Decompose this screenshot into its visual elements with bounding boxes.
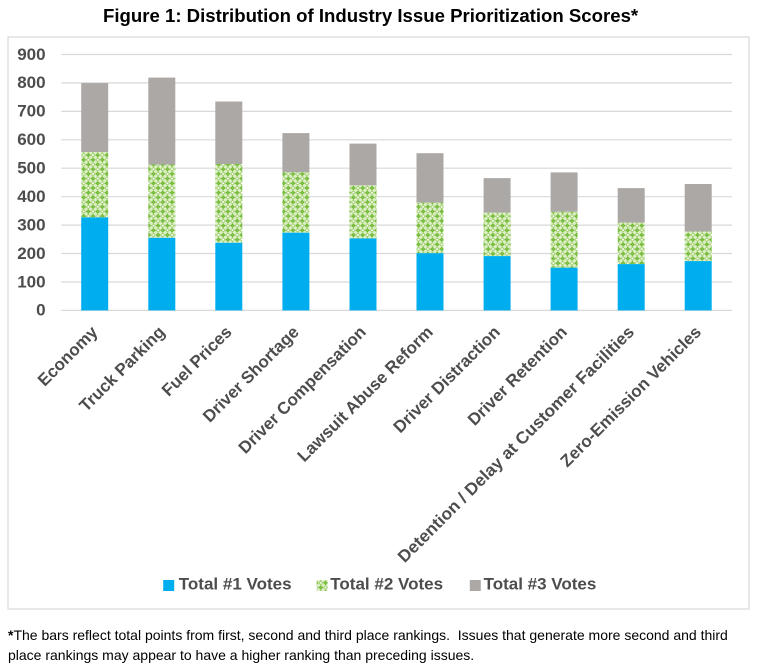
svg-text:Economy: Economy <box>34 322 102 390</box>
svg-text:900: 900 <box>17 45 45 64</box>
svg-text:100: 100 <box>17 272 45 291</box>
svg-text:Total #1 Votes: Total #1 Votes <box>179 575 292 594</box>
svg-text:Lawsuit Abuse Reform: Lawsuit Abuse Reform <box>294 322 437 465</box>
svg-text:800: 800 <box>17 73 45 92</box>
svg-text:400: 400 <box>17 187 45 206</box>
svg-text:700: 700 <box>17 102 45 121</box>
svg-text:Zero-Emission Vehicles: Zero-Emission Vehicles <box>557 322 705 470</box>
svg-text:600: 600 <box>17 130 45 149</box>
svg-text:200: 200 <box>17 244 45 263</box>
svg-text:Total #3 Votes: Total #3 Votes <box>484 575 597 594</box>
svg-text:Total #2 Votes: Total #2 Votes <box>330 575 443 594</box>
svg-text:Detention / Delay at Customer: Detention / Delay at Customer Facilities <box>394 322 638 566</box>
svg-text:500: 500 <box>17 159 45 178</box>
svg-text:Driver Compensation: Driver Compensation <box>235 322 370 457</box>
svg-text:0: 0 <box>36 301 45 320</box>
svg-text:300: 300 <box>17 215 45 234</box>
